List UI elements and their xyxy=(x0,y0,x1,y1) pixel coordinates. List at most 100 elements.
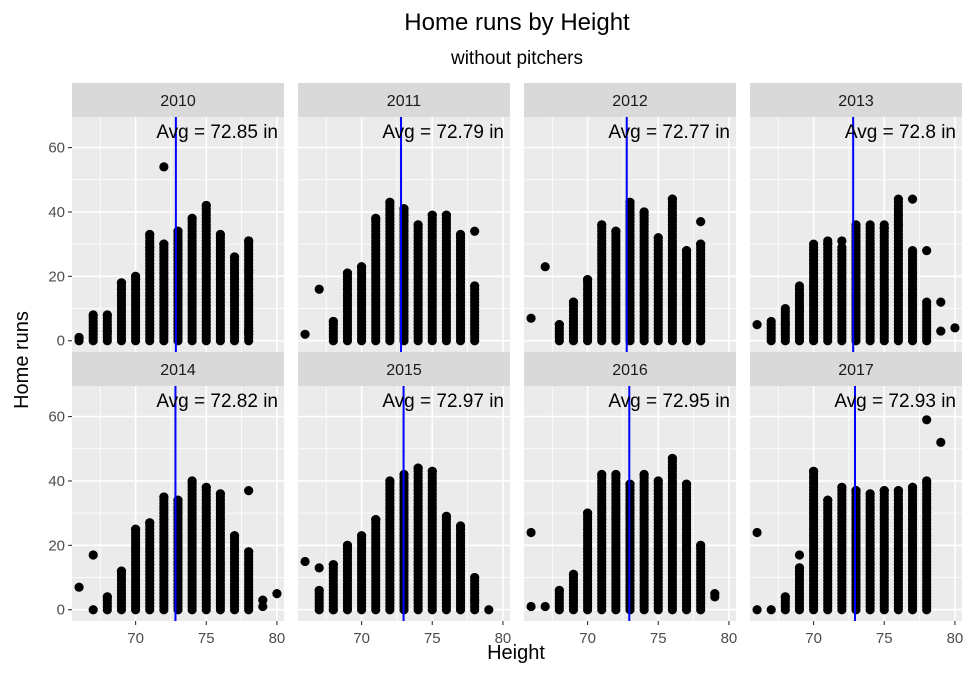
data-point xyxy=(102,592,112,602)
data-point xyxy=(583,508,593,518)
facet-panels: 2010 Avg = 72.85 in 0 20 40 60 2011 Avg = 72.79… xyxy=(48,83,963,647)
data-point xyxy=(427,210,437,220)
data-point xyxy=(837,242,847,252)
data-point xyxy=(455,521,466,531)
data-point xyxy=(102,310,112,320)
facet-panel-2014: 2014 Avg = 72.82 in 70 75 80 0 20 40 60 xyxy=(48,352,285,647)
x-tick-label: 70 xyxy=(127,630,144,647)
data-point xyxy=(470,226,480,236)
data-point xyxy=(244,265,254,275)
data-point xyxy=(540,601,550,612)
average-label: Avg = 72.85 in xyxy=(156,122,278,143)
data-point xyxy=(357,531,367,541)
data-point xyxy=(667,194,678,204)
data-point xyxy=(526,527,536,538)
data-point xyxy=(159,162,169,172)
data-point xyxy=(950,323,960,333)
data-point xyxy=(611,226,621,236)
data-point xyxy=(145,229,155,240)
data-point xyxy=(159,492,169,502)
data-point xyxy=(258,601,268,612)
data-point xyxy=(328,316,338,327)
y-tick-label: 40 xyxy=(48,473,65,490)
x-tick-label: 75 xyxy=(198,630,215,647)
data-point xyxy=(780,320,790,330)
data-point xyxy=(88,550,98,560)
data-point xyxy=(865,489,875,499)
facet-strip xyxy=(750,83,962,117)
data-point xyxy=(780,303,790,314)
data-point xyxy=(526,313,536,323)
facet-strip xyxy=(524,352,736,386)
data-point xyxy=(696,217,706,227)
data-point xyxy=(667,453,678,464)
x-tick-label: 75 xyxy=(424,630,441,647)
data-point xyxy=(879,486,889,496)
facet-panel-2017: 2017 Avg = 72.93 in 70 75 80 xyxy=(750,352,963,647)
data-point xyxy=(583,274,593,285)
data-point xyxy=(244,547,254,557)
data-point xyxy=(752,527,762,538)
data-point xyxy=(893,486,904,496)
data-point xyxy=(907,245,918,256)
data-point xyxy=(893,220,904,230)
facet-strip xyxy=(298,83,510,117)
data-point xyxy=(131,524,141,534)
data-point xyxy=(936,326,946,336)
data-point xyxy=(215,229,225,240)
data-point xyxy=(116,278,127,288)
data-point xyxy=(441,210,451,220)
x-tick-label: 70 xyxy=(579,630,596,647)
data-point xyxy=(568,297,579,307)
data-point xyxy=(484,605,494,615)
data-point xyxy=(455,229,466,240)
data-point xyxy=(145,242,155,252)
facet-strip xyxy=(72,83,284,117)
x-tick-label: 75 xyxy=(650,630,667,647)
average-label: Avg = 72.93 in xyxy=(834,391,956,412)
data-point xyxy=(371,514,381,525)
data-point xyxy=(258,595,268,605)
data-point xyxy=(88,605,98,615)
facet-panel-2011: 2011 Avg = 72.79 in xyxy=(298,83,510,352)
data-point xyxy=(794,281,805,291)
y-tick-label: 0 xyxy=(57,333,65,350)
data-point xyxy=(823,495,833,505)
facet-strip-label: 2013 xyxy=(838,93,874,110)
data-point xyxy=(371,213,381,224)
y-tick-label: 60 xyxy=(48,409,65,426)
data-point xyxy=(554,585,564,596)
y-tick-label: 0 xyxy=(57,602,65,619)
facet-panel-2015: 2015 Avg = 72.97 in 70 75 80 xyxy=(298,352,511,647)
data-point xyxy=(696,336,706,346)
data-point xyxy=(611,469,621,480)
x-tick-label: 80 xyxy=(269,630,286,647)
data-point xyxy=(244,329,254,339)
average-label: Avg = 72.79 in xyxy=(382,122,504,143)
x-tick-label: 70 xyxy=(353,630,370,647)
facet-panel-2010: 2010 Avg = 72.85 in 0 20 40 60 xyxy=(48,83,284,352)
data-point xyxy=(526,601,536,612)
data-point xyxy=(244,486,254,496)
facet-strip xyxy=(298,352,510,386)
data-point xyxy=(752,320,762,330)
data-point xyxy=(441,511,451,521)
data-point xyxy=(357,262,367,272)
data-point xyxy=(639,207,649,217)
data-point xyxy=(865,220,875,230)
data-point xyxy=(568,569,579,579)
average-label: Avg = 72.77 in xyxy=(608,122,730,143)
data-point xyxy=(554,320,564,330)
x-tick-label: 75 xyxy=(876,630,893,647)
x-tick-label: 80 xyxy=(947,630,964,647)
facet-strip xyxy=(72,352,284,386)
y-axis-title: Home runs xyxy=(11,311,33,409)
data-point xyxy=(823,239,833,249)
chart-subtitle: without pitchers xyxy=(450,48,583,69)
x-tick-label: 80 xyxy=(495,630,512,647)
data-point xyxy=(794,550,805,560)
y-tick-label: 40 xyxy=(48,204,65,221)
data-point xyxy=(653,476,663,486)
data-point xyxy=(229,252,240,262)
